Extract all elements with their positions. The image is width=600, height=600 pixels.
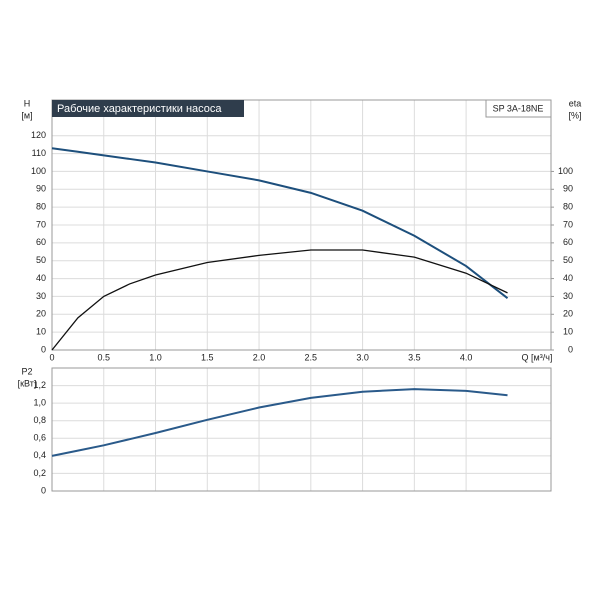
- x-tick-label: 0: [49, 352, 54, 362]
- y-tick-label: 120: [31, 130, 46, 140]
- y2-tick-label: 70: [563, 219, 573, 229]
- data-line: [51, 388, 508, 457]
- y2-tick-label: 40: [563, 273, 573, 283]
- y2-tick-label: 0: [568, 344, 573, 354]
- y-label: P2: [21, 366, 32, 376]
- model-box: [485, 99, 552, 118]
- x-tick-label: 3.5: [408, 352, 421, 362]
- y-tick-label: 90: [36, 184, 46, 194]
- y-tick-label: 0: [41, 344, 46, 354]
- x-label: Q [м³/ч]: [522, 352, 553, 362]
- y-tick-label: 1,2: [33, 380, 46, 390]
- y-tick-label: 0,2: [33, 468, 46, 478]
- y-unit: [м]: [21, 110, 32, 120]
- y-tick-label: 1,0: [33, 398, 46, 408]
- chart-title: Рабочие характеристики насоса: [57, 103, 222, 115]
- y-tick-label: 40: [36, 273, 46, 283]
- y-tick-label: 30: [36, 291, 46, 301]
- y2-tick-label: 60: [563, 237, 573, 247]
- y2-tick-label: 100: [558, 166, 573, 176]
- y-tick-label: 0,4: [33, 450, 46, 460]
- y-tick-label: 0,6: [33, 433, 46, 443]
- y-tick-label: 110: [32, 148, 46, 158]
- y-tick-label: 70: [36, 219, 46, 229]
- y2-tick-label: 90: [563, 184, 573, 194]
- data-line: [51, 147, 509, 300]
- x-tick-label: 3.0: [356, 352, 369, 362]
- y-label: H: [24, 98, 31, 108]
- x-tick-label: 1.0: [149, 352, 162, 362]
- title-box: [52, 100, 244, 117]
- y2-label: eta: [569, 98, 582, 108]
- y-tick-label: 60: [36, 237, 46, 247]
- y-tick-label: 0: [41, 485, 46, 495]
- data-line: [51, 249, 508, 351]
- x-tick-label: 1.5: [201, 352, 214, 362]
- y2-tick-label: 30: [563, 291, 573, 301]
- y-unit: [кВт]: [18, 378, 37, 388]
- plot-frame: [51, 367, 552, 492]
- x-tick-label: 2.5: [305, 352, 318, 362]
- y2-tick-label: 10: [563, 327, 573, 337]
- y-tick-label: 10: [36, 327, 46, 337]
- y-tick-label: 50: [36, 255, 46, 265]
- y2-tick-label: 20: [563, 309, 573, 319]
- model-label: SP 3A-18NE: [493, 103, 544, 113]
- y2-tick-label: 80: [563, 202, 573, 212]
- x-tick-label: 2.0: [253, 352, 266, 362]
- y-tick-label: 80: [36, 202, 46, 212]
- y-tick-label: 20: [36, 309, 46, 319]
- y2-unit: [%]: [568, 110, 581, 120]
- x-tick-label: 0.5: [98, 352, 111, 362]
- y2-tick-label: 50: [563, 255, 573, 265]
- y-tick-label: 0,8: [33, 415, 46, 425]
- x-tick-label: 4.0: [460, 352, 473, 362]
- y-tick-label: 100: [31, 166, 46, 176]
